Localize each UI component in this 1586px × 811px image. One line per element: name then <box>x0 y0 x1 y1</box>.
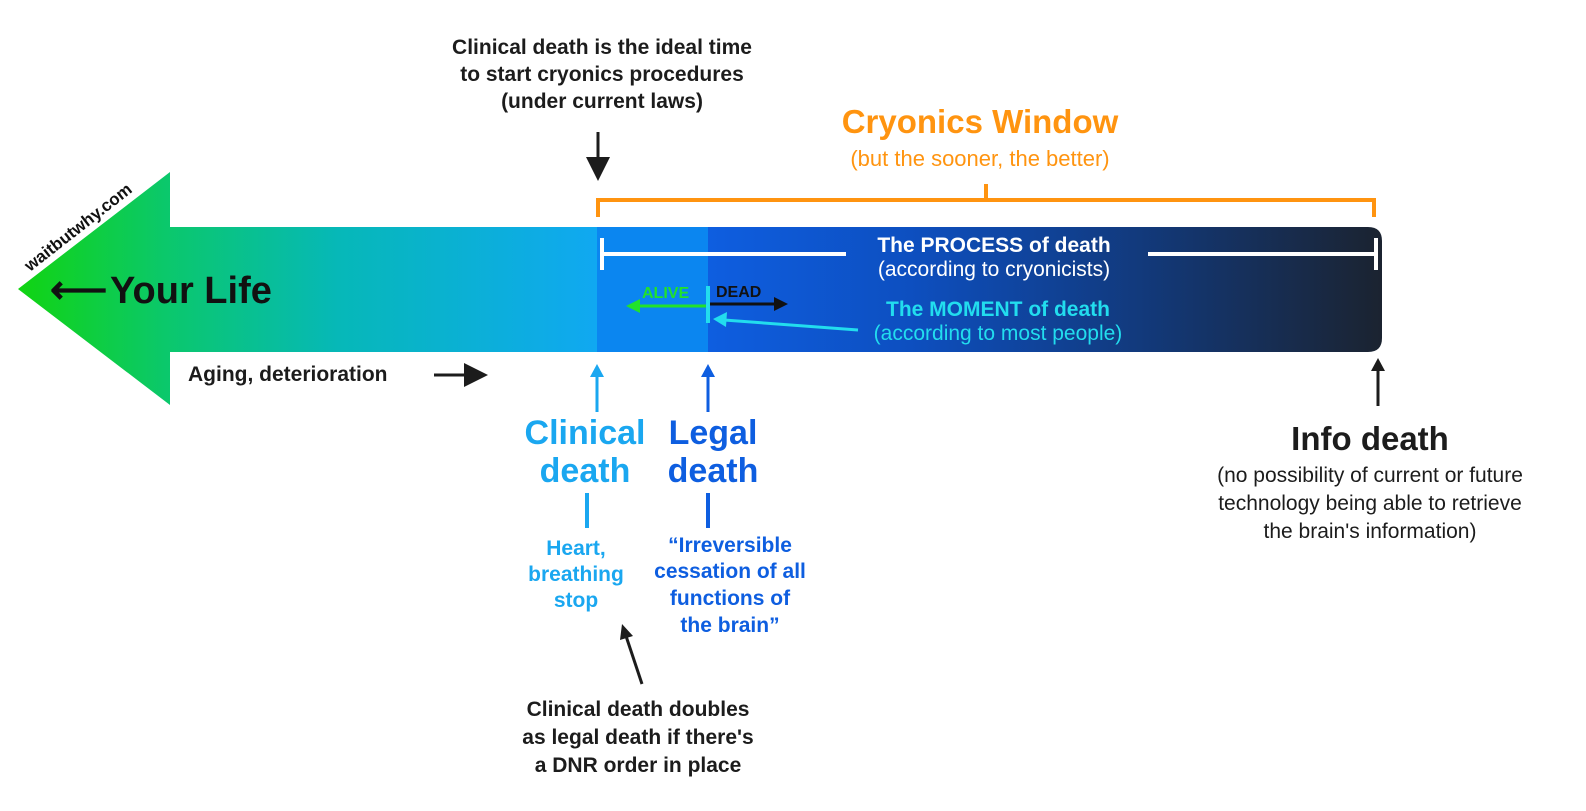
alive-arrowhead <box>626 299 640 313</box>
dead-label: DEAD <box>716 284 761 301</box>
legal-desc1: “Irreversible <box>668 534 792 557</box>
process-subtitle: (according to cryonicists) <box>878 258 1110 281</box>
bottom-note-arrow <box>624 635 644 685</box>
top-note-line1: Clinical death is the ideal time <box>452 36 752 59</box>
life-arrow <box>18 172 1382 405</box>
your-life-arrow-glyph: ⟵ <box>50 268 107 312</box>
legal-desc4: the brain” <box>680 614 779 637</box>
info-death-up-arrowhead <box>1371 358 1385 371</box>
legal-desc3: functions of <box>670 587 791 610</box>
clinical-to-legal-segment <box>597 227 709 352</box>
top-note-line2: to start cryonics procedures <box>460 63 744 86</box>
moment-subtitle: (according to most people) <box>874 322 1123 345</box>
clinical-death-line1: Clinical <box>525 414 646 452</box>
legal-death-line1: Legal <box>669 414 758 452</box>
bottom-note-line3: a DNR order in place <box>535 754 742 777</box>
clinical-desc1: Heart, <box>546 537 606 560</box>
dead-arrowhead <box>774 297 788 311</box>
moment-title: The MOMENT of death <box>886 298 1110 321</box>
info-death-desc1: (no possibility of current or future <box>1217 464 1523 487</box>
bottom-note-line1: Clinical death doubles <box>527 698 750 721</box>
top-note: Clinical death is the ideal time to star… <box>452 36 752 113</box>
top-note-line3: (under current laws) <box>501 90 703 113</box>
cryonics-window-title: Cryonics Window <box>842 103 1119 140</box>
bottom-note-arrowhead <box>620 624 633 640</box>
cryonics-window-subtitle: (but the sooner, the better) <box>850 146 1109 171</box>
bottom-note-line2: as legal death if there's <box>522 726 753 749</box>
alive-label: ALIVE <box>642 285 689 302</box>
process-segment <box>708 227 1382 352</box>
clinical-desc3: stop <box>554 589 598 612</box>
aging-label: Aging, deterioration <box>188 363 388 386</box>
clinical-up-arrowhead <box>590 364 604 377</box>
process-title: The PROCESS of death <box>877 234 1110 257</box>
moment-pointer-head <box>713 312 727 327</box>
legal-death-line2: death <box>668 452 759 490</box>
legal-desc2: cessation of all <box>654 560 806 583</box>
info-death-desc3: the brain's information) <box>1264 520 1477 543</box>
legal-up-arrowhead <box>701 364 715 377</box>
info-death-desc2: technology being able to retrieve <box>1218 492 1522 515</box>
process-bracket <box>600 238 1378 270</box>
moment-pointer <box>723 318 859 332</box>
clinical-death-line2: death <box>540 452 631 490</box>
your-life-label: Your Life <box>110 270 272 312</box>
cryonics-window-bracket <box>596 184 1376 217</box>
info-death-title: Info death <box>1291 420 1449 457</box>
clinical-desc2: breathing <box>528 563 624 586</box>
